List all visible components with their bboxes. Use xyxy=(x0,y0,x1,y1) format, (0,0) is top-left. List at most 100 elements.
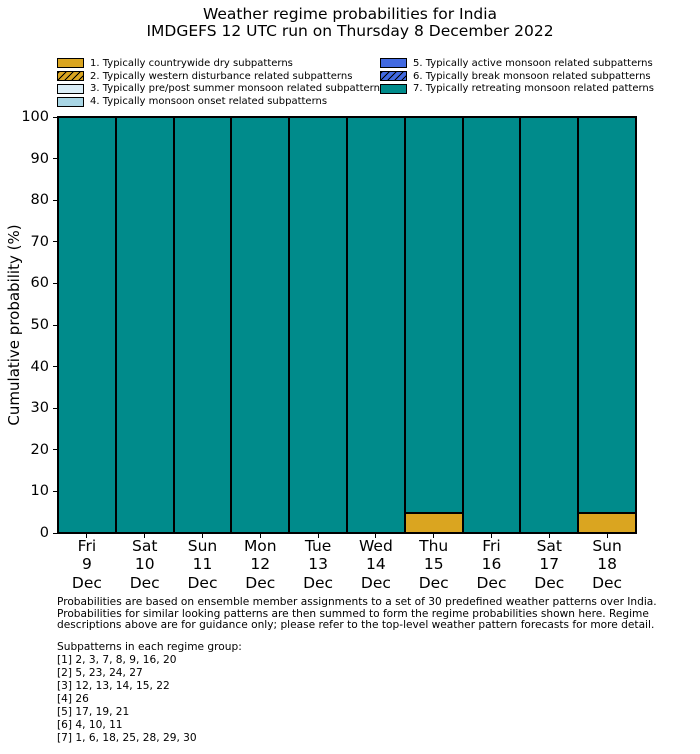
x-tick-label-line: 16 xyxy=(481,555,502,574)
x-tick-label-line: Wed xyxy=(359,537,393,555)
x-tick-label-line: 12 xyxy=(250,555,271,574)
x-tick-label-line: Sat xyxy=(536,537,562,555)
legend-swatch-hatched-icon xyxy=(57,71,84,82)
y-tick-label-10: 10 xyxy=(30,483,49,500)
legend-item-6: 6. Typically break monsoon related subpa… xyxy=(380,70,654,83)
bar-fri-9-dec xyxy=(58,117,116,533)
bar-segment-mon-12-dec-7 xyxy=(231,117,290,533)
x-tick-mark xyxy=(491,534,492,538)
x-tick-label-line: Sun xyxy=(592,537,622,555)
y-tick-mark xyxy=(53,324,58,326)
x-tick-label-thu-15-dec: Thu 15 Dec xyxy=(405,537,463,592)
x-tick-label-fri-16-dec: Fri 16 Dec xyxy=(463,537,521,592)
x-tick-label-line: Mon xyxy=(243,537,277,555)
y-tick-mark xyxy=(53,449,58,451)
legend-label-7: 7. Typically retreating monsoon related … xyxy=(413,83,654,95)
y-tick-label-0: 0 xyxy=(39,525,49,541)
bar-segment-sun-11-dec-7 xyxy=(173,117,232,533)
x-tick-label-line: 10 xyxy=(134,555,155,574)
x-tick-label-line: Dec xyxy=(360,573,391,592)
legend-column-right: 5. Typically active monsoon related subp… xyxy=(380,57,654,95)
bar-segment-sat-17-dec-7 xyxy=(520,117,579,533)
chart-title: Weather regime probabilities for India xyxy=(202,5,498,23)
y-tick-label-60: 60 xyxy=(30,275,49,292)
bar-fri-16-dec xyxy=(462,117,521,533)
x-tick-label-line: Dec xyxy=(418,573,449,592)
x-tick-mark xyxy=(375,534,377,538)
subpattern-group-3: [3] 12, 13, 14, 15, 22 xyxy=(57,680,170,692)
y-tick-mark xyxy=(53,199,58,201)
x-tick-label-tue-13-dec: Tue 13 Dec xyxy=(289,537,347,592)
legend-item-7: 7. Typically retreating monsoon related … xyxy=(380,83,654,96)
x-tick-label-line: 13 xyxy=(308,555,328,574)
subpattern-group-5: [5] 17, 19, 21 xyxy=(57,706,130,718)
x-tick-label-line: Sat xyxy=(131,537,158,555)
bar-sun-11-dec xyxy=(173,117,232,533)
subpatterns-block: Subpatterns in each regime group: [1] 2,… xyxy=(57,641,242,745)
bar-sat-17-dec xyxy=(520,117,579,533)
legend-label-5: 5. Typically active monsoon related subp… xyxy=(413,57,653,69)
legend-swatch-icon xyxy=(57,83,84,94)
x-tick-label-line: Dec xyxy=(129,573,160,592)
x-tick-label-line: Dec xyxy=(476,573,507,592)
legend-swatch-icon xyxy=(57,58,84,69)
footnote-line-2: Probabilities for similar looking patter… xyxy=(57,607,649,620)
x-tick-label-line: Dec xyxy=(534,573,565,592)
x-tick-label-line: 14 xyxy=(366,555,386,574)
y-tick-label-30: 30 xyxy=(30,400,49,417)
bar-thu-15-dec xyxy=(404,117,463,533)
x-tick-label-sun-18-dec: Sun 18 Dec xyxy=(578,537,636,592)
y-tick-mark xyxy=(53,407,58,409)
subpattern-group-4: [4] 26 xyxy=(57,693,89,705)
plot-area xyxy=(57,116,637,534)
y-tick-mark xyxy=(53,158,58,160)
x-tick-label-line: Dec xyxy=(71,573,102,592)
x-tick-label-line: 17 xyxy=(539,555,560,574)
bar-mon-12-dec xyxy=(231,117,290,533)
x-tick-label-line: Dec xyxy=(592,573,623,592)
y-tick-label-50: 50 xyxy=(30,317,49,333)
subpattern-group-7: [7] 1, 6, 18, 25, 28, 29, 30 xyxy=(57,732,197,744)
legend-column-left: 1. Typically countrywide dry subpatterns… xyxy=(57,57,385,108)
subpattern-group-2: [2] 5, 23, 24, 27 xyxy=(57,667,143,679)
x-tick-label-mon-12-dec: Mon 12 Dec xyxy=(231,537,289,592)
y-tick-label-80: 80 xyxy=(30,192,49,209)
chart-header: Weather regime probabilities for India I… xyxy=(0,6,700,40)
x-tick-mark xyxy=(144,534,146,538)
x-tick-label-sun-11-dec: Sun 11 Dec xyxy=(174,537,232,592)
y-tick-label-90: 90 xyxy=(30,150,49,167)
y-tick-label-100: 100 xyxy=(21,109,49,125)
x-tick-label-line: 9 xyxy=(81,555,92,574)
x-tick-mark xyxy=(202,534,203,538)
legend-swatch-icon xyxy=(57,96,84,107)
chart-subtitle: IMDGEFS 12 UTC run on Thursday 8 Decembe… xyxy=(146,22,554,40)
x-tick-label-wed-14-dec: Wed 14 Dec xyxy=(347,537,405,592)
x-tick-mark xyxy=(86,534,88,538)
bar-segment-tue-13-dec-7 xyxy=(289,117,347,533)
x-tick-label-sat-10-dec: Sat 10 Dec xyxy=(116,537,174,592)
x-tick-label-line: 15 xyxy=(423,555,444,574)
bar-sat-10-dec xyxy=(115,117,174,533)
legend-item-3: 3. Typically pre/post summer monsoon rel… xyxy=(57,83,385,96)
x-tick-mark xyxy=(548,534,550,538)
x-tick-label-line: Dec xyxy=(245,573,276,592)
y-tick-label-70: 70 xyxy=(30,233,49,250)
footnote: Probabilities are based on ensemble memb… xyxy=(57,596,657,632)
legend-swatch-icon xyxy=(380,58,407,69)
x-tick-label-line: Sun xyxy=(187,537,218,555)
y-tick-mark xyxy=(53,366,58,368)
y-tick-mark xyxy=(53,490,58,492)
bar-segment-thu-15-dec-1 xyxy=(404,513,463,533)
x-tick-label-line: 11 xyxy=(192,555,213,574)
x-tick-label-line: Tue xyxy=(304,537,332,555)
y-tick-mark xyxy=(53,241,58,243)
footnote-line-1: Probabilities are based on ensemble memb… xyxy=(57,596,657,608)
x-tick-label-line: Fri xyxy=(482,537,501,555)
legend-label-1: 1. Typically countrywide dry subpatterns xyxy=(90,57,293,69)
x-tick-mark xyxy=(259,534,261,538)
x-tick-label-sat-17-dec: Sat 17 Dec xyxy=(520,537,578,592)
legend-item-5: 5. Typically active monsoon related subp… xyxy=(380,57,654,70)
bar-tue-13-dec xyxy=(289,117,347,533)
footnote-line-3: descriptions above are for guidance only… xyxy=(57,619,655,632)
